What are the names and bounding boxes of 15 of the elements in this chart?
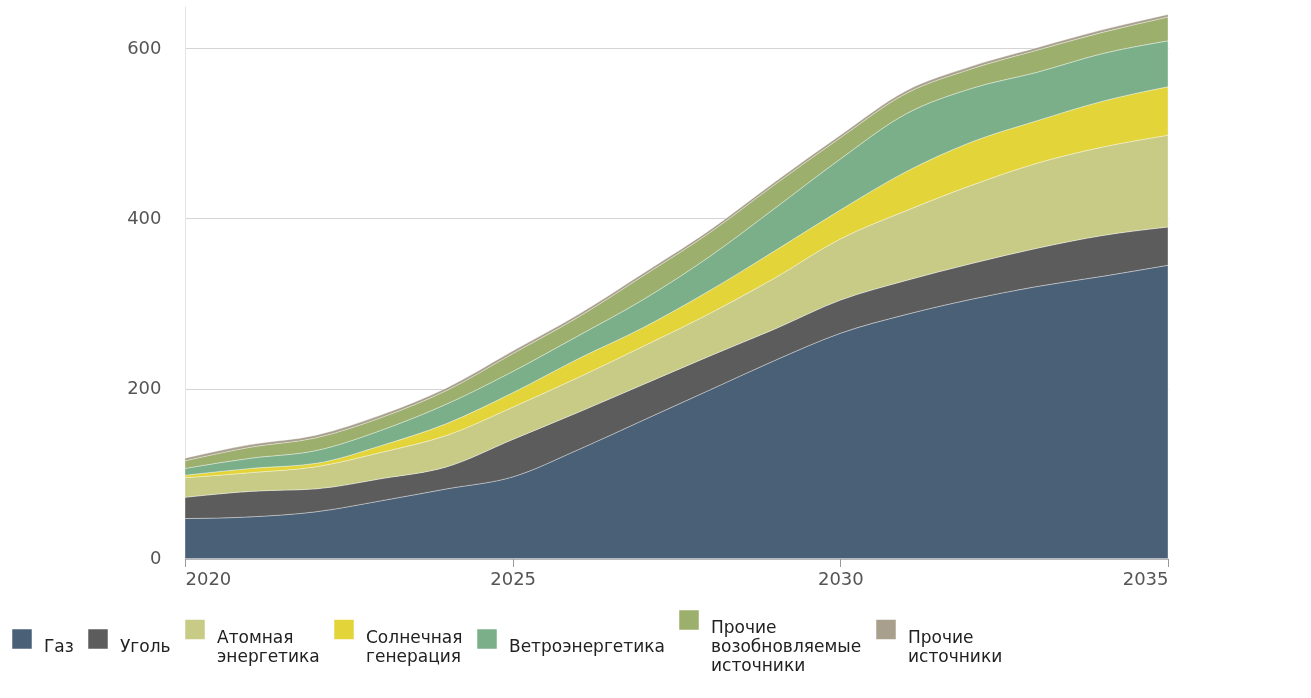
x-tick-label: 2035 <box>1122 568 1169 589</box>
legend-label: Атомная энергетика <box>217 626 320 666</box>
y-tick-label: 400 <box>127 207 162 228</box>
y-tick-label: 600 <box>127 37 162 58</box>
x-tick-label: 2030 <box>817 568 864 589</box>
legend-label: Уголь <box>120 636 171 656</box>
y-tick-label: 0 <box>150 547 162 568</box>
legend-label: Газ <box>44 636 74 656</box>
legend-label: Солнечная генерация <box>366 626 463 666</box>
legend-label: Прочие источники <box>908 626 1003 666</box>
legend-label: Ветроэнергетика <box>509 636 665 656</box>
x-tick-label: 2020 <box>185 568 232 589</box>
x-tick-label: 2025 <box>490 568 537 589</box>
y-tick-label: 200 <box>127 377 162 398</box>
legend-label: Прочие возобновляемые источники <box>711 617 862 675</box>
